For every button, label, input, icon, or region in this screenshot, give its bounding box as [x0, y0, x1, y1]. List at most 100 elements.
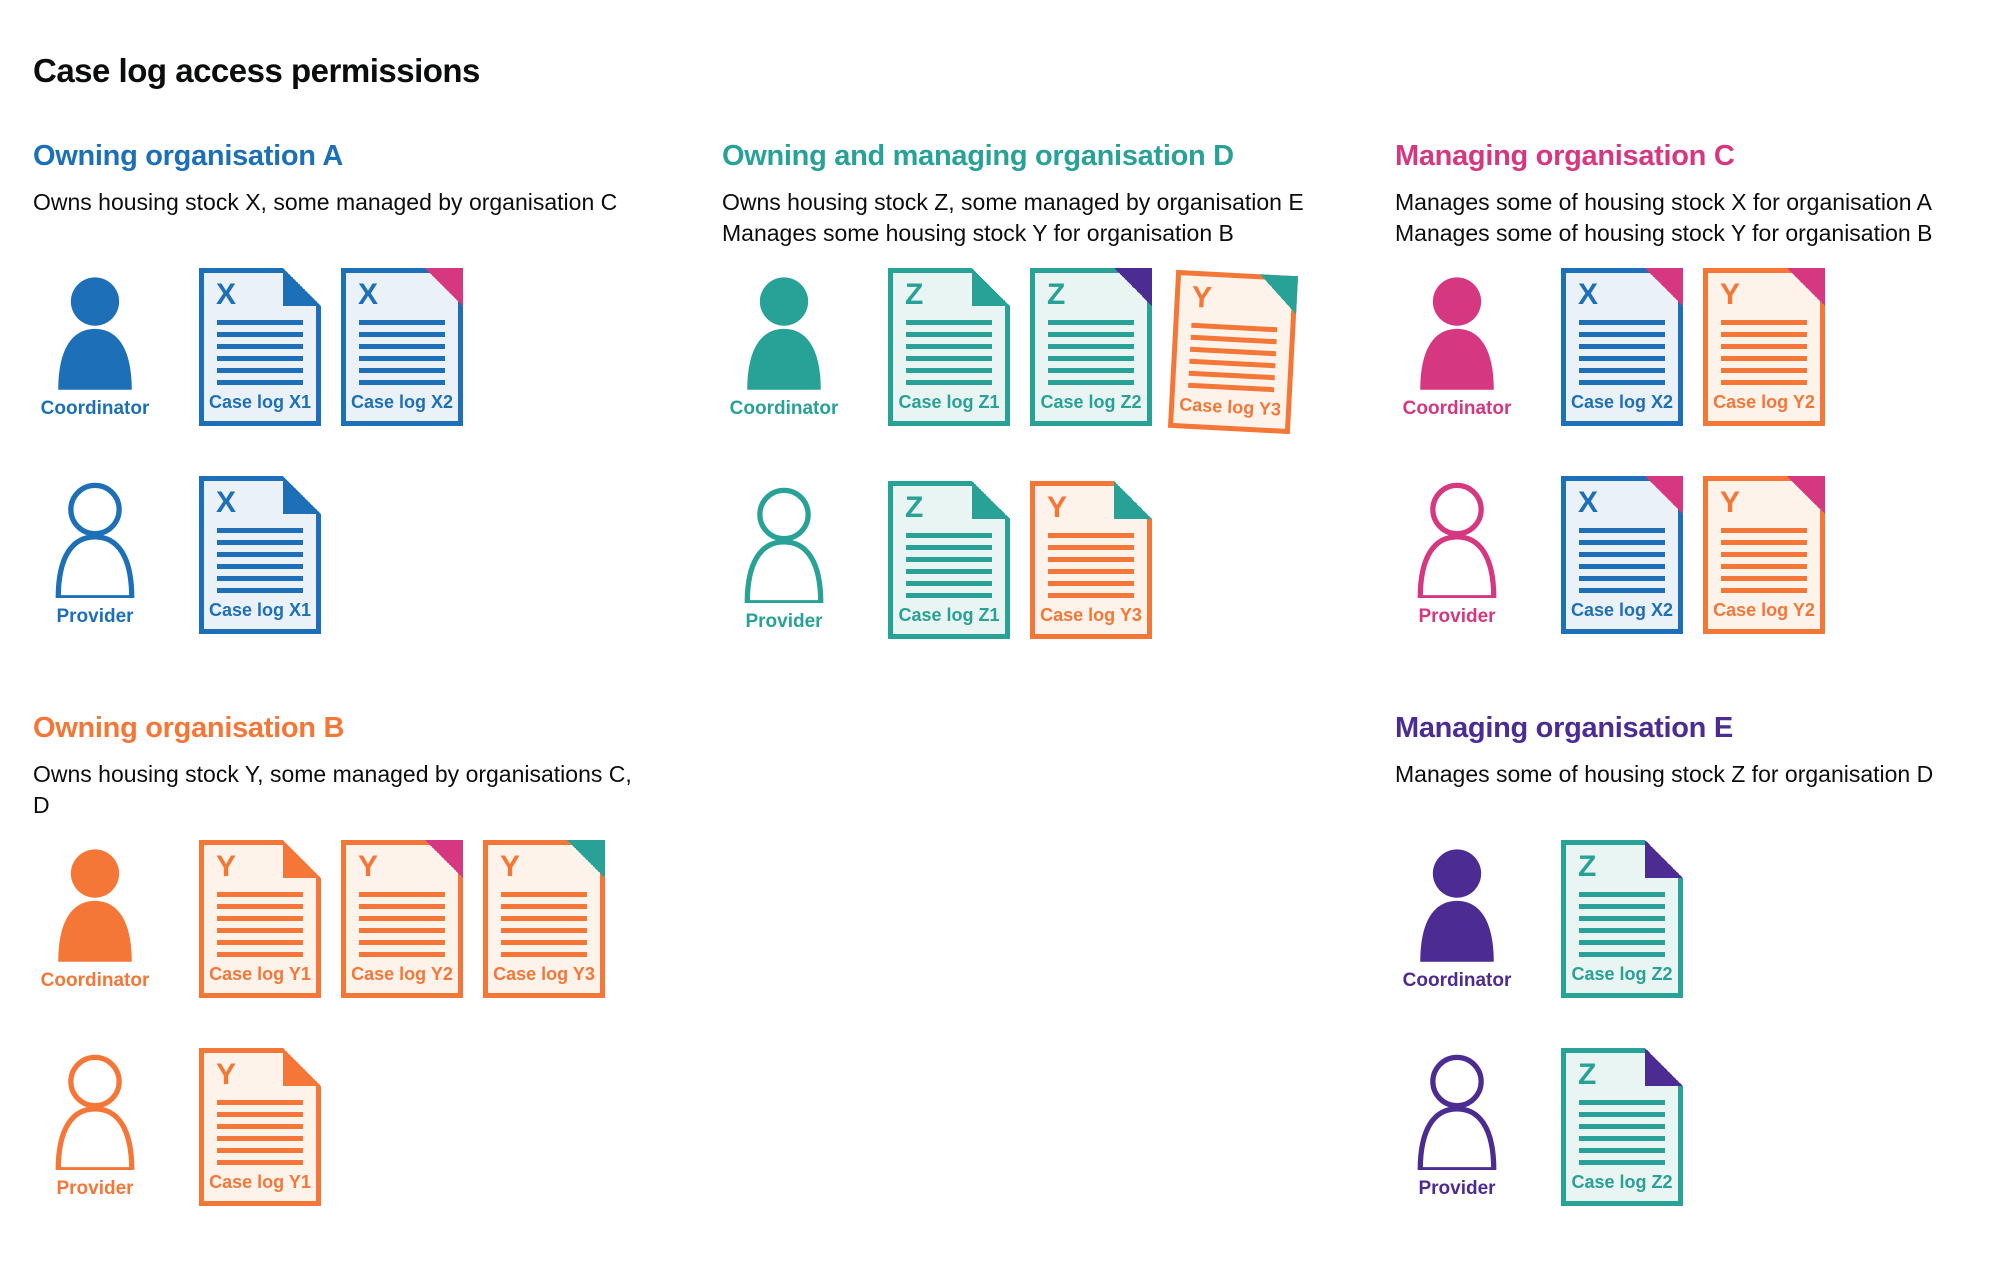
doc-text-line	[1579, 1148, 1665, 1153]
folded-corner-icon	[1645, 1048, 1683, 1086]
doc-text-line	[501, 952, 587, 957]
doc-text-line	[1579, 1112, 1665, 1117]
folded-corner-icon	[1787, 268, 1825, 306]
doc-text-lines	[501, 892, 587, 964]
provider-row: Provider Z Case log Z2	[1395, 1048, 1683, 1206]
case-log-doc: Z Case log Z2	[1030, 268, 1152, 426]
doc-stock-letter: Z	[1578, 850, 1597, 883]
coordinator-person-icon	[53, 268, 137, 390]
section-description: Owns housing stock Z, some managed by or…	[722, 187, 1342, 249]
doc-text-line	[1721, 356, 1807, 361]
case-log-doc: Z Case log Z1	[888, 481, 1010, 639]
doc-text-line	[359, 368, 445, 373]
doc-text-line	[217, 564, 303, 569]
doc-stock-letter: X	[1578, 278, 1599, 311]
doc-text-lines	[1579, 892, 1665, 964]
doc-text-line	[217, 332, 303, 337]
person-role-label: Coordinator	[1402, 970, 1512, 991]
doc-stock-letter: Z	[1047, 278, 1066, 311]
doc-stock-letter: X	[216, 278, 237, 311]
coordinator-person-icon	[1415, 268, 1499, 390]
doc-text-line	[906, 380, 992, 385]
case-log-doc: X Case log X1	[199, 268, 321, 426]
section-heading: Owning organisation B	[33, 712, 345, 744]
person-role-label: Provider	[1418, 1178, 1496, 1199]
doc-label: Case log Y3	[1178, 394, 1282, 420]
doc-label: Case log Y2	[351, 964, 453, 984]
doc-text-line	[1579, 928, 1665, 933]
doc-text-line	[359, 940, 445, 945]
doc-text-line	[217, 356, 303, 361]
doc-text-line	[1048, 545, 1134, 550]
coordinator-row: Coordinator Z Case log Z1 Z Case log Z2 Y Case…	[722, 268, 1299, 435]
provider-person-icon	[53, 476, 137, 598]
doc-label: Case log Y3	[1040, 605, 1142, 625]
section-description: Manages some of housing stock Z for orga…	[1395, 759, 2000, 790]
doc-text-line	[1190, 334, 1277, 345]
doc-text-line	[1579, 1100, 1665, 1105]
doc-label: Case log Z1	[898, 605, 1000, 625]
doc-text-line	[359, 928, 445, 933]
description-line: Manages some of housing stock Y for orga…	[1395, 220, 1933, 246]
doc-label: Case log Z2	[1571, 964, 1673, 984]
case-log-doc: Y Case log Y1	[199, 840, 321, 998]
doc-text-lines	[906, 320, 992, 392]
doc-text-lines	[217, 528, 303, 600]
provider-person: Provider	[1395, 1048, 1519, 1200]
doc-text-line	[1579, 904, 1665, 909]
section-description: Manages some of housing stock X for orga…	[1395, 187, 2000, 249]
doc-text-line	[217, 528, 303, 533]
coordinator-row: Coordinator X Case log X2 Y Case log Y2	[1395, 268, 1825, 426]
description-line: Owns housing stock Z, some managed by or…	[722, 189, 1304, 215]
doc-text-line	[359, 904, 445, 909]
doc-stock-letter: X	[358, 278, 379, 311]
coordinator-row: Coordinator Y Case log Y1 Y Case log Y2 Y Case…	[33, 840, 605, 998]
section-heading: Managing organisation C	[1395, 140, 1735, 172]
page-title: Case log access permissions	[33, 52, 480, 90]
coordinator-person-icon	[1415, 840, 1499, 962]
doc-text-line	[1579, 588, 1665, 593]
doc-text-line	[1579, 916, 1665, 921]
doc-text-line	[1579, 1160, 1665, 1165]
doc-text-line	[1721, 368, 1807, 373]
doc-text-line	[1189, 358, 1276, 369]
doc-text-line	[1721, 564, 1807, 569]
doc-stock-letter: Y	[216, 1058, 237, 1091]
doc-text-line	[217, 1100, 303, 1105]
case-log-doc: X Case log X2	[341, 268, 463, 426]
provider-person: Provider	[1395, 476, 1519, 628]
doc-text-lines	[1048, 320, 1134, 392]
folded-corner-icon	[425, 840, 463, 878]
doc-label: Case log Y3	[493, 964, 595, 984]
section-rows: Coordinator Z Case log Z2 Provider Z Case log…	[1395, 840, 1683, 1256]
doc-text-line	[1721, 320, 1807, 325]
doc-text-line	[1579, 332, 1665, 337]
doc-label: Case log Z2	[1571, 1172, 1673, 1192]
doc-text-line	[1048, 320, 1134, 325]
section-rows: Coordinator Y Case log Y1 Y Case log Y2 Y Case…	[33, 840, 605, 1256]
folded-corner-icon	[567, 840, 605, 878]
doc-text-line	[217, 320, 303, 325]
coordinator-person: Coordinator	[1395, 840, 1519, 992]
case-log-doc: Y Case log Y2	[341, 840, 463, 998]
doc-text-line	[1048, 557, 1134, 562]
doc-text-line	[501, 928, 587, 933]
doc-text-line	[1579, 1136, 1665, 1141]
doc-text-line	[1721, 540, 1807, 545]
doc-label: Case log Y1	[209, 964, 311, 984]
person-role-label: Provider	[56, 606, 134, 627]
section-rows: Coordinator X Case log X1 X Case log X2 Provi…	[33, 268, 463, 684]
doc-text-line	[906, 581, 992, 586]
doc-text-line	[1579, 528, 1665, 533]
doc-stock-letter: Y	[1047, 491, 1068, 524]
doc-text-line	[1579, 892, 1665, 897]
section-heading: Owning organisation A	[33, 140, 344, 172]
doc-text-lines	[1579, 320, 1665, 392]
section-rows: Coordinator Z Case log Z1 Z Case log Z2 Y Case…	[722, 268, 1299, 689]
coordinator-row: Coordinator Z Case log Z2	[1395, 840, 1683, 998]
doc-text-lines	[1579, 528, 1665, 600]
doc-text-line	[359, 952, 445, 957]
doc-text-line	[217, 1148, 303, 1153]
doc-text-line	[217, 1124, 303, 1129]
doc-label: Case log Z2	[1040, 392, 1142, 412]
